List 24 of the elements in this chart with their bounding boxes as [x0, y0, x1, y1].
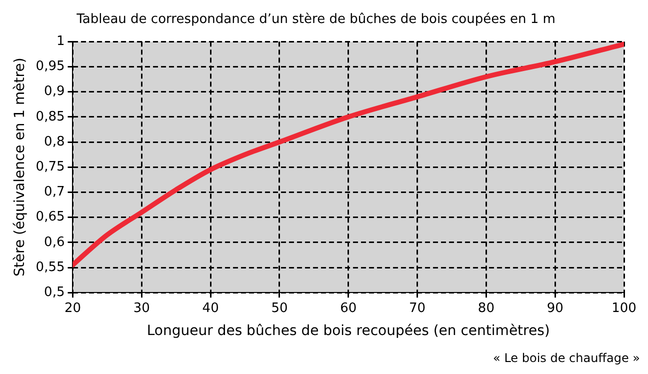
x-tick-label: 100 [612, 300, 636, 316]
x-tick-label: 80 [478, 300, 494, 316]
y-tick-label: 1 [56, 34, 65, 49]
y-axis-title: Stère (équivalence en 1 mètre) [12, 58, 28, 276]
y-tick-label: 0,55 [36, 260, 65, 275]
y-tick-label: 0,95 [36, 59, 65, 74]
x-tick-label: 20 [64, 300, 82, 316]
x-tick-label: 50 [271, 300, 288, 316]
text: « Le bois de chauffage » [493, 351, 640, 365]
y-tick-label: 0,6 [44, 234, 65, 250]
y-tick-label: 0,5 [44, 284, 65, 300]
x-tick-label: 90 [546, 300, 564, 316]
x-tick-label: 60 [340, 300, 357, 316]
y-tick-label: 0,75 [36, 159, 65, 174]
x-tick-label: 40 [202, 300, 219, 316]
y-tick-label: 0,65 [36, 210, 65, 225]
y-tick-label: 0,8 [44, 134, 65, 150]
x-tick-label: 70 [409, 300, 426, 316]
y-tick-label: 0,9 [44, 84, 65, 100]
y-tick-label: 0,85 [36, 109, 65, 124]
x-axis-title: Longueur des bûches de bois recoupées (en centimètres) [146, 323, 550, 340]
x-tick-label: 30 [133, 300, 150, 316]
chart-title: Tableau de correspondance d’un stère de bûches de bois coupées en 1 m [76, 12, 556, 28]
y-tick-label: 0,7 [44, 184, 65, 200]
